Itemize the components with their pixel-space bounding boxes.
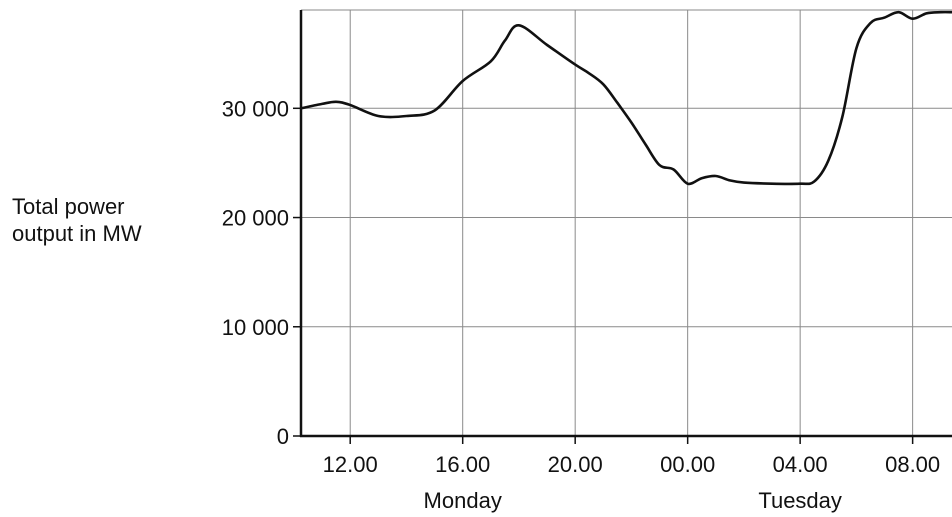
x-tick-label-2: 20.00 — [548, 452, 603, 477]
data-point-13 — [588, 72, 590, 74]
data-point-12 — [574, 63, 576, 65]
data-point-3 — [349, 104, 351, 106]
x-tick-label-4: 04.00 — [773, 452, 828, 477]
day-label-1: Tuesday — [758, 488, 842, 513]
x-tick-label-3: 00.00 — [660, 452, 715, 477]
data-point-19 — [672, 168, 674, 170]
data-point-33 — [897, 11, 899, 13]
data-point-10 — [518, 24, 520, 26]
y-tick-label-0: 0 — [277, 424, 289, 449]
data-point-23 — [729, 179, 731, 181]
data-point-20 — [686, 182, 688, 184]
data-point-7 — [461, 80, 463, 82]
power-output-line-0 — [300, 10, 952, 186]
data-point-1 — [321, 103, 323, 105]
y-tick-label-3: 30 000 — [222, 96, 289, 121]
data-point-27 — [813, 180, 815, 182]
data-point-21 — [701, 177, 703, 179]
data-point-24 — [743, 181, 745, 183]
day-label-0: Monday — [424, 488, 502, 513]
data-point-8 — [490, 60, 492, 62]
data-point-2 — [335, 101, 337, 103]
data-point-36 — [940, 11, 942, 13]
data-point-29 — [841, 116, 843, 118]
x-tick-label-5: 08.00 — [885, 452, 940, 477]
data-point-17 — [644, 143, 646, 145]
data-point-16 — [630, 121, 632, 123]
y-tick-label-2: 20 000 — [222, 206, 289, 231]
data-point-22 — [715, 175, 717, 177]
data-point-25 — [771, 182, 773, 184]
data-point-28 — [827, 160, 829, 162]
data-point-4 — [377, 115, 379, 117]
data-point-6 — [433, 109, 435, 111]
y-axis-label-line-1: Total power — [12, 194, 125, 219]
data-point-11 — [546, 44, 548, 46]
data-point-0 — [300, 107, 302, 109]
y-axis-label: Total power output in MW — [12, 193, 182, 247]
data-point-9 — [504, 39, 506, 41]
data-point-34 — [911, 18, 913, 20]
y-tick-label-1: 10 000 — [222, 315, 289, 340]
data-point-31 — [869, 22, 871, 24]
data-point-5 — [405, 115, 407, 117]
data-point-32 — [883, 16, 885, 18]
data-point-35 — [925, 12, 927, 14]
data-point-15 — [616, 102, 618, 104]
y-axis-label-line-2: output in MW — [12, 221, 142, 246]
data-point-18 — [658, 164, 660, 166]
x-tick-label-1: 16.00 — [435, 452, 490, 477]
x-tick-label-0: 12.00 — [323, 452, 378, 477]
data-point-26 — [799, 182, 801, 184]
data-point-14 — [602, 83, 604, 85]
data-point-30 — [855, 47, 857, 49]
